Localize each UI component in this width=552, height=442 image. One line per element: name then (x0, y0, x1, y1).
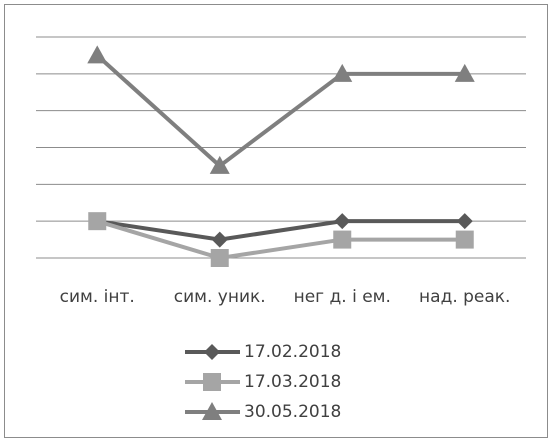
legend-label: 30.05.2018 (244, 402, 341, 422)
marker (455, 230, 474, 249)
marker (334, 213, 351, 230)
series-line (95, 53, 465, 169)
x-tick-label: сим. інт. (60, 287, 135, 307)
series-line (96, 219, 465, 242)
marker (88, 212, 107, 231)
marker (209, 155, 230, 174)
legend-label: 17.03.2018 (244, 372, 341, 392)
legend-label: 17.02.2018 (244, 342, 341, 362)
marker (454, 63, 475, 82)
x-tick-label: над. реак. (419, 287, 510, 307)
marker (211, 231, 228, 248)
legend-marker (204, 344, 220, 360)
marker (333, 230, 352, 249)
legend-marker (203, 373, 221, 391)
series-line (96, 219, 465, 261)
marker (332, 63, 353, 82)
marker (210, 249, 229, 267)
legend-marker (202, 402, 222, 420)
marker (87, 45, 108, 64)
x-tick-label: сим. уник. (174, 287, 266, 307)
x-tick-label: нег д. і ем. (294, 287, 391, 307)
marker (456, 213, 473, 230)
